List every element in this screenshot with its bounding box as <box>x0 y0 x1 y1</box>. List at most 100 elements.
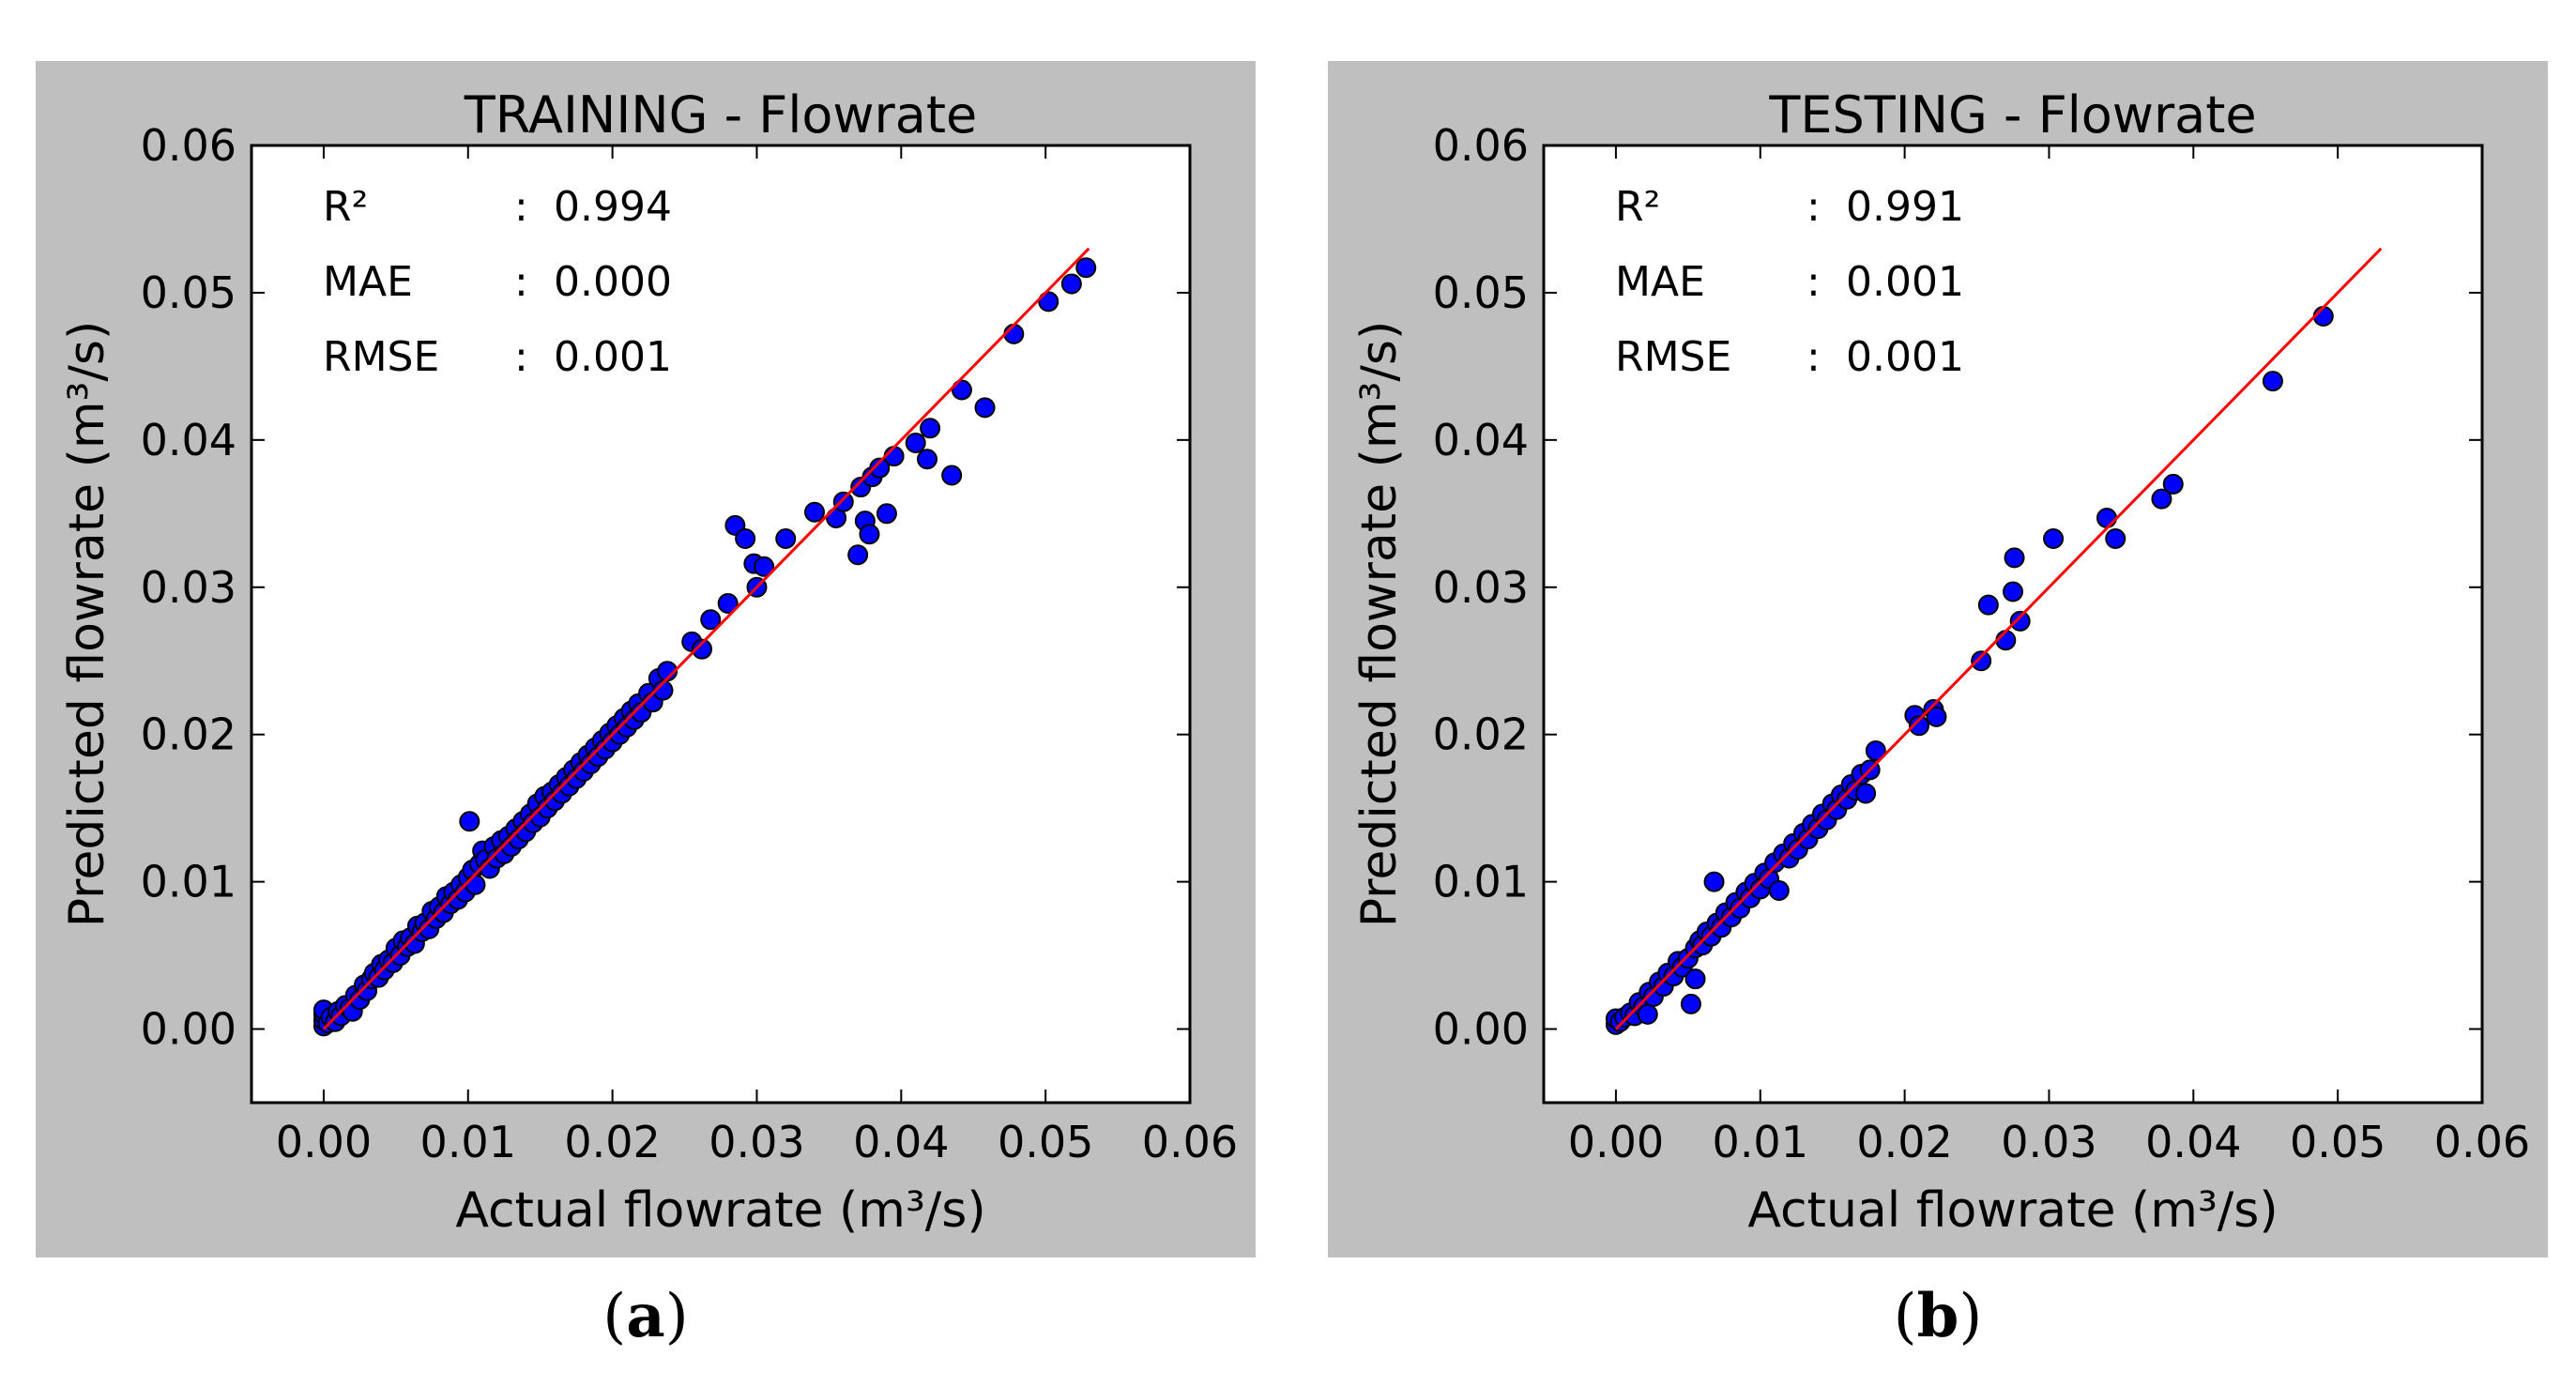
stat-value: 0.001 <box>1846 333 1964 381</box>
data-point <box>1637 1003 1658 1025</box>
stat-label: RMSE <box>1615 333 1731 381</box>
data-point <box>2312 306 2334 328</box>
testing-chart-panel: TESTING - Flowrate 0.00 0.00 0.01 0.01 0.02 0.… <box>1328 61 2548 1257</box>
x-tick-label: 0.01 <box>420 1117 516 1167</box>
reference-line <box>1614 247 2383 1030</box>
plot-frame <box>250 144 1192 1105</box>
data-point <box>920 418 941 439</box>
stat-value: 0.991 <box>1846 183 1964 231</box>
chart-title: TRAINING - Flowrate <box>464 85 978 145</box>
data-point <box>1977 594 1999 616</box>
testing-scatter-chart: TESTING - Flowrate 0.00 0.00 0.01 0.01 0.02 0.… <box>1351 85 2530 1239</box>
data-point <box>859 524 880 545</box>
data-point <box>459 811 480 832</box>
training-chart-panel: TRAINING - Flowrate 0.00 0.00 0.01 0.01 0.02 0… <box>36 61 1256 1257</box>
y-tick-label: 0.06 <box>141 120 236 171</box>
caption-a: (a) <box>602 1281 689 1351</box>
data-point <box>847 544 869 566</box>
x-tick-label: 0.06 <box>1142 1117 1238 1167</box>
data-point <box>1909 715 1929 737</box>
data-point <box>2096 508 2117 529</box>
data-point <box>974 397 996 419</box>
data-point <box>917 449 937 470</box>
data-point <box>869 457 891 479</box>
x-axis-label: Actual flowrate (m³/s) <box>455 1182 985 1239</box>
data-point <box>1926 706 1947 727</box>
data-point <box>2162 473 2184 495</box>
stat-separator: : <box>514 333 528 381</box>
y-tick-label: 0.03 <box>141 562 236 613</box>
data-point <box>1855 783 1877 804</box>
training-scatter-chart: TRAINING - Flowrate 0.00 0.00 0.01 0.01 0.02 0… <box>59 85 1238 1239</box>
data-point <box>754 556 775 577</box>
y-tick-label: 0.01 <box>141 857 236 907</box>
stat-value: 0.001 <box>1846 258 1964 306</box>
data-point <box>657 661 678 682</box>
data-point <box>883 446 905 467</box>
data-point <box>1865 739 1886 761</box>
y-tick-label: 0.02 <box>141 709 236 760</box>
reference-line <box>322 247 1090 1030</box>
data-point <box>951 379 972 401</box>
data-point <box>700 609 722 631</box>
y-tick-label: 0.00 <box>141 1004 236 1055</box>
stat-value: 0.001 <box>554 333 672 381</box>
data-point <box>692 638 712 660</box>
x-tick-label: 0.00 <box>1568 1117 1664 1167</box>
data-point <box>1971 650 1992 672</box>
x-axis-label: Actual flowrate (m³/s) <box>1747 1182 2278 1239</box>
data-point <box>717 593 739 615</box>
x-tick-label: 0.01 <box>1713 1117 1808 1167</box>
data-point <box>1684 968 1706 990</box>
data-point <box>1003 323 1025 344</box>
chart-testing-points <box>1605 306 2334 1035</box>
stat-value: 0.994 <box>554 183 672 231</box>
stat-separator: : <box>514 258 528 306</box>
stat-label: R² <box>323 183 368 231</box>
x-tick-label: 0.00 <box>276 1117 372 1167</box>
x-tick-label: 0.03 <box>2001 1117 2096 1167</box>
data-point <box>941 465 963 486</box>
x-tick-label: 0.02 <box>564 1117 660 1167</box>
y-tick-label: 0.00 <box>1433 1004 1529 1055</box>
x-tick-label: 0.04 <box>853 1117 949 1167</box>
data-point <box>1995 630 2017 651</box>
data-point <box>1075 257 1097 279</box>
data-point <box>2004 547 2025 569</box>
y-tick-label: 0.05 <box>1433 267 1529 318</box>
plot-frame <box>1542 144 2484 1105</box>
data-point <box>775 527 797 549</box>
stat-label: RMSE <box>323 333 439 381</box>
stat-label: MAE <box>323 258 413 306</box>
data-point <box>2151 488 2172 510</box>
data-point <box>876 503 897 525</box>
y-tick-label: 0.05 <box>141 267 236 318</box>
chart-training-points <box>312 257 1097 1037</box>
y-tick-label: 0.03 <box>1433 562 1529 613</box>
data-point <box>2009 610 2031 632</box>
stat-value: 0.000 <box>554 258 672 306</box>
stat-separator: : <box>1806 333 1821 381</box>
y-axis-label: Predicted flowrate (m³/s) <box>1351 321 1408 928</box>
data-point <box>465 874 486 895</box>
y-tick-label: 0.01 <box>1433 857 1529 907</box>
data-point <box>652 679 674 701</box>
x-tick-label: 0.03 <box>709 1117 804 1167</box>
stat-separator: : <box>1806 183 1821 231</box>
y-tick-label: 0.04 <box>1433 415 1529 465</box>
data-point <box>1680 993 1701 1014</box>
data-point <box>2262 371 2283 392</box>
x-tick-label: 0.05 <box>2290 1117 2385 1167</box>
data-point <box>1060 273 1082 295</box>
data-point <box>2105 527 2126 549</box>
stat-label: MAE <box>1615 258 1705 306</box>
data-point <box>2003 581 2023 602</box>
y-tick-label: 0.04 <box>141 415 236 465</box>
x-tick-label: 0.02 <box>1856 1117 1952 1167</box>
y-tick-label: 0.06 <box>1433 120 1529 171</box>
chart-title: TESTING - Flowrate <box>1768 85 2256 145</box>
y-tick-label: 0.02 <box>1433 709 1529 760</box>
stat-label: R² <box>1615 183 1660 231</box>
data-point <box>1703 871 1725 892</box>
caption-b: (b) <box>1893 1281 1983 1351</box>
